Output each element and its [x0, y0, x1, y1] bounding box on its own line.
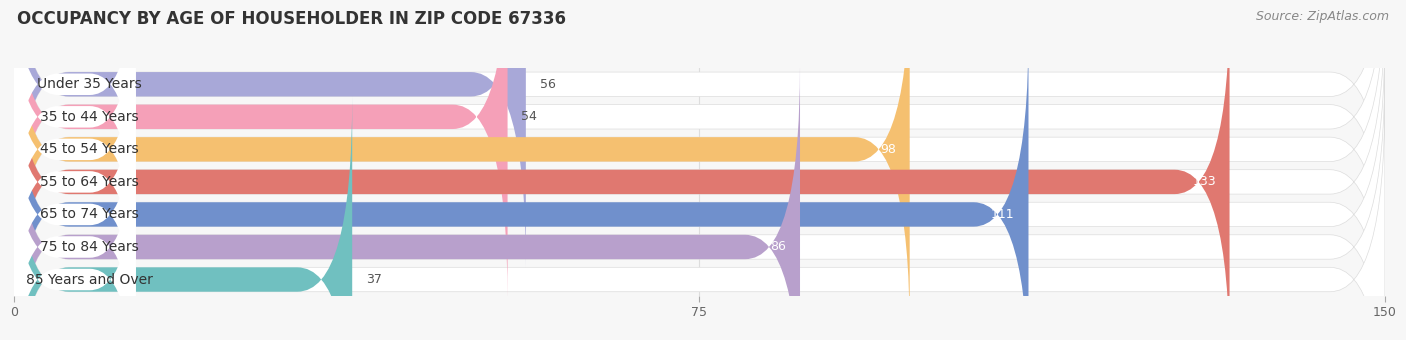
- Text: 54: 54: [522, 110, 537, 123]
- FancyBboxPatch shape: [14, 0, 910, 333]
- Text: 98: 98: [880, 143, 896, 156]
- FancyBboxPatch shape: [14, 0, 508, 300]
- Text: 56: 56: [540, 78, 555, 91]
- FancyBboxPatch shape: [14, 0, 1385, 267]
- Text: 111: 111: [991, 208, 1015, 221]
- FancyBboxPatch shape: [14, 64, 1385, 340]
- FancyBboxPatch shape: [14, 0, 526, 267]
- Text: 65 to 74 Years: 65 to 74 Years: [41, 207, 139, 221]
- FancyBboxPatch shape: [14, 0, 1385, 300]
- Text: Source: ZipAtlas.com: Source: ZipAtlas.com: [1256, 10, 1389, 23]
- FancyBboxPatch shape: [14, 0, 1385, 333]
- Text: 86: 86: [770, 240, 786, 254]
- FancyBboxPatch shape: [13, 0, 135, 269]
- FancyBboxPatch shape: [14, 31, 1029, 340]
- FancyBboxPatch shape: [13, 30, 135, 334]
- Text: 45 to 54 Years: 45 to 54 Years: [41, 142, 139, 156]
- FancyBboxPatch shape: [13, 0, 135, 301]
- Text: 133: 133: [1192, 175, 1216, 188]
- FancyBboxPatch shape: [14, 97, 353, 340]
- FancyBboxPatch shape: [13, 0, 135, 236]
- FancyBboxPatch shape: [14, 0, 1385, 340]
- Text: 35 to 44 Years: 35 to 44 Years: [41, 110, 139, 124]
- FancyBboxPatch shape: [14, 97, 1385, 340]
- FancyBboxPatch shape: [13, 95, 135, 340]
- FancyBboxPatch shape: [14, 64, 800, 340]
- FancyBboxPatch shape: [14, 31, 1385, 340]
- Text: 85 Years and Over: 85 Years and Over: [27, 273, 153, 287]
- FancyBboxPatch shape: [13, 128, 135, 340]
- Text: 55 to 64 Years: 55 to 64 Years: [41, 175, 139, 189]
- Text: 37: 37: [366, 273, 382, 286]
- Text: OCCUPANCY BY AGE OF HOUSEHOLDER IN ZIP CODE 67336: OCCUPANCY BY AGE OF HOUSEHOLDER IN ZIP C…: [17, 10, 565, 28]
- Text: 75 to 84 Years: 75 to 84 Years: [41, 240, 139, 254]
- FancyBboxPatch shape: [14, 0, 1229, 340]
- Text: Under 35 Years: Under 35 Years: [37, 77, 142, 91]
- FancyBboxPatch shape: [13, 63, 135, 340]
